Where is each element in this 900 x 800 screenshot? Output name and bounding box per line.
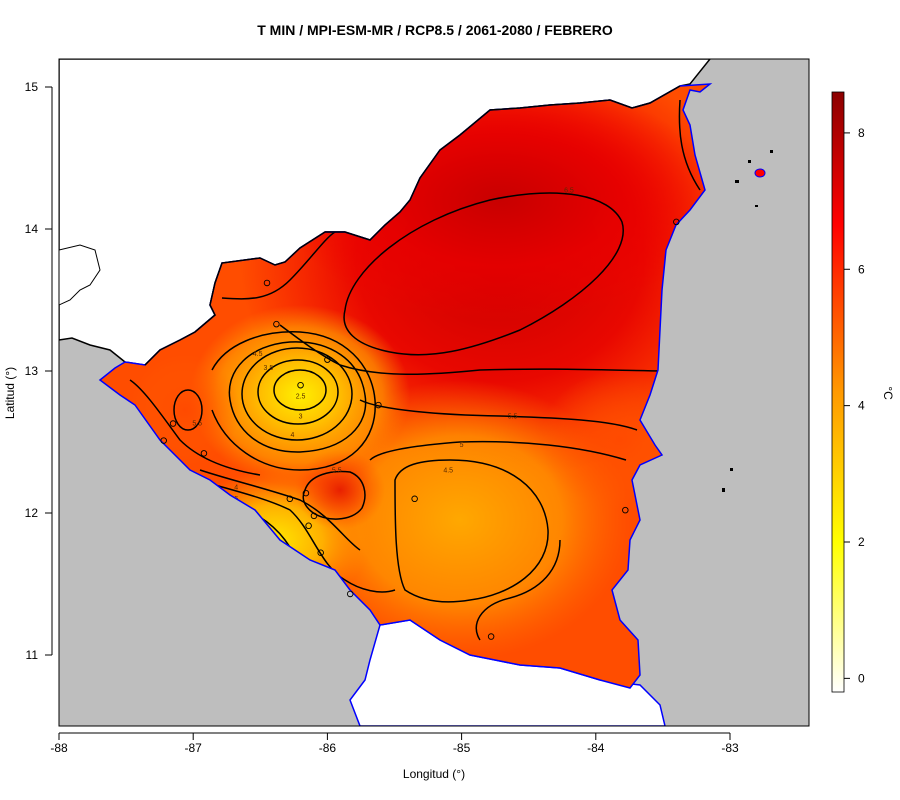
station-marker (169, 420, 177, 427)
contour-line (257, 359, 339, 425)
contour-label: 4.5 (443, 467, 453, 474)
x-tick-label: -86 (319, 741, 337, 755)
contour-line (359, 399, 638, 431)
colorbar (831, 91, 845, 693)
contour-label: 4 (234, 484, 238, 491)
x-tick-label: -87 (185, 741, 203, 755)
caribbean-islands (722, 150, 773, 492)
contour-line (228, 341, 367, 453)
station-marker (346, 590, 354, 598)
contour-label: 4 (291, 432, 295, 439)
contour-label: 5.5 (332, 467, 342, 474)
island-marker (722, 488, 725, 492)
station-marker (305, 522, 312, 530)
contour-line (211, 331, 376, 471)
y-axis: 11 12 13 14 15 (25, 80, 53, 662)
y-tick-label: 13 (25, 364, 39, 378)
honduras-border (144, 85, 681, 366)
x-tick-label: -85 (453, 741, 471, 755)
station-marker (297, 381, 304, 389)
contour-line (241, 347, 353, 441)
colorbar-tick-label: 0 (858, 671, 865, 685)
station-marker (673, 218, 680, 226)
station-marker (200, 450, 208, 457)
station-marker (411, 495, 418, 503)
island-marker (755, 205, 758, 207)
contour-label: 6.5 (564, 188, 574, 195)
y-tick-label: 11 (26, 648, 39, 662)
chart-title: T MIN / MPI-ESM-MR / RCP8.5 / 2061-2080 … (257, 22, 613, 38)
contour-line (394, 459, 549, 603)
cool-zone-center (190, 305, 410, 485)
island-marker (770, 150, 773, 153)
contour-label: 5 (460, 442, 464, 449)
contour-line (273, 369, 327, 411)
colorbar-tick-label: 8 (858, 126, 865, 140)
contour-line (214, 484, 396, 593)
x-axis: -88 -87 -86 -85 -84 -83 (50, 732, 739, 755)
colorbar-tick-label: 2 (858, 535, 865, 549)
contour-line (199, 469, 361, 551)
station-marker (310, 512, 318, 520)
contour-label: 5.5 (192, 421, 202, 428)
station-marker (302, 489, 310, 497)
station-marker (263, 279, 271, 287)
station-marker (317, 549, 324, 557)
station-marker (487, 633, 495, 640)
station-markers (160, 218, 680, 640)
contour-label: 3 (299, 413, 303, 420)
contour-line (369, 440, 627, 461)
y-tick-label: 12 (25, 506, 39, 520)
island-marker (748, 160, 751, 163)
contour-line (129, 379, 261, 476)
contour-label: 3.5 (263, 365, 273, 372)
contour-line (221, 231, 336, 300)
x-axis-title: Longitud (°) (403, 767, 465, 781)
contour-line (475, 539, 561, 641)
station-marker (273, 320, 280, 328)
island-marker (730, 468, 733, 471)
station-marker (160, 437, 167, 444)
x-tick-label: -88 (50, 741, 68, 755)
contour-label: 5.5 (508, 413, 518, 420)
contour-line (302, 470, 366, 520)
contour-line (279, 324, 666, 375)
plot-frame (58, 58, 810, 727)
colorbar-tick-label: 4 (858, 399, 865, 413)
contour-line (173, 389, 203, 431)
island-marker (735, 180, 739, 183)
contour-line (343, 192, 624, 356)
contour-label: 4.5 (253, 351, 263, 358)
station-marker (622, 506, 629, 514)
station-marker (286, 495, 294, 503)
y-tick-label: 15 (25, 80, 39, 94)
colorbar-ticks: 0 2 4 6 8 (844, 126, 865, 685)
x-tick-label: -84 (587, 741, 605, 755)
contour-line (678, 99, 701, 191)
contour-label: 2.5 (296, 394, 306, 401)
colorbar-label: °C (881, 386, 895, 400)
station-marker (324, 356, 331, 363)
x-tick-label: -83 (721, 741, 739, 755)
station-marker (375, 401, 382, 409)
colorbar-tick-label: 6 (858, 262, 865, 276)
island-corn (754, 168, 766, 178)
y-axis-title: Latitud (°) (3, 367, 17, 419)
el-salvador-landmass (59, 244, 101, 306)
y-tick-label: 14 (25, 222, 39, 236)
